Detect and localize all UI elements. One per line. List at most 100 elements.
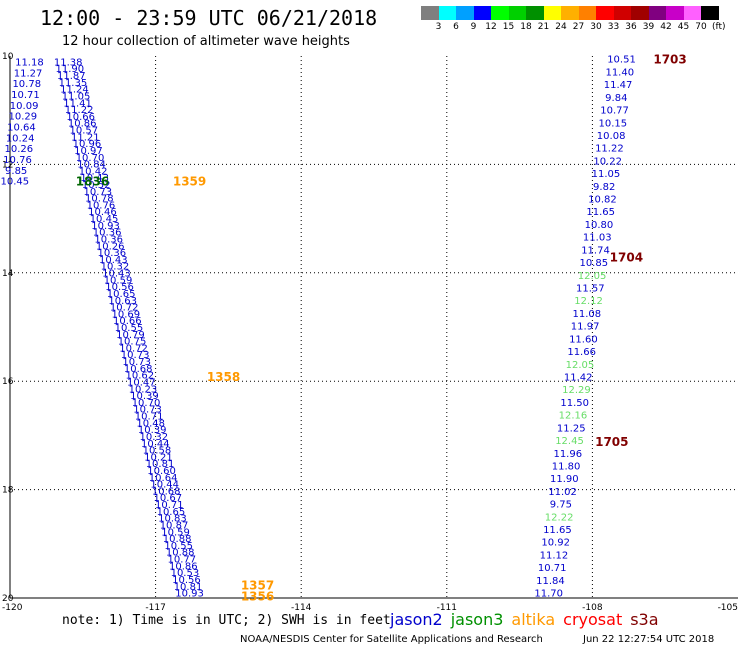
x-tick-label: -120 — [2, 603, 23, 613]
color-scale-label: 3 — [435, 22, 442, 32]
pass-time-label: 1705 — [595, 435, 628, 449]
swh-data-label: 10.81 — [174, 582, 203, 593]
color-scale-unit: (ft) — [712, 22, 726, 32]
pass-time-label: 1703 — [653, 53, 686, 67]
generated-timestamp: Jun 22 12:27:54 UTC 2018 — [583, 634, 715, 645]
swh-data-label: 10.81 — [146, 459, 175, 470]
swh-data-label: 10.72 — [110, 303, 139, 314]
swh-data-label: 11.87 — [57, 71, 86, 82]
color-scale-swatch — [631, 6, 649, 20]
swh-data-label: 10.23 — [129, 384, 158, 395]
swh-data-label: 10.73 — [133, 405, 162, 416]
swh-data-label: 11.60 — [569, 334, 598, 345]
swh-data-label: 11.90 — [550, 474, 579, 485]
color-scale-swatch — [473, 6, 491, 20]
color-scale-label: 27 — [572, 22, 585, 32]
swh-data-label: 11.35 — [59, 78, 88, 89]
color-scale-label: 39 — [642, 22, 655, 32]
swh-data-label: 10.48 — [136, 418, 165, 429]
swh-data-label: 12.05 — [566, 360, 595, 371]
color-scale-label: 9 — [470, 22, 477, 32]
color-scale-swatch — [526, 6, 544, 20]
swh-data-label: 10.36 — [94, 234, 123, 245]
swh-data-label: 10.58 — [143, 446, 172, 457]
swh-data-label: 10.78 — [85, 194, 114, 205]
swh-data-label: 11.40 — [605, 67, 634, 78]
swh-data-label: 11.65 — [543, 525, 572, 536]
swh-data-label: 12.16 — [559, 411, 588, 422]
swh-data-label: 10.43 — [99, 255, 128, 266]
color-scale-label: 12 — [485, 22, 497, 32]
swh-data-label: 11.21 — [71, 132, 100, 143]
swh-data-label: 10.68 — [124, 364, 153, 375]
swh-data-label: 11.05 — [62, 91, 91, 102]
swh-data-label: 10.65 — [157, 507, 186, 518]
swh-data-label: 11.90 — [55, 64, 84, 75]
swh-data-label: 11.80 — [552, 461, 581, 472]
swh-data-label: 10.55 — [115, 323, 144, 334]
swh-data-label: 10.21 — [144, 452, 173, 463]
swh-data-label: 11.08 — [573, 309, 602, 320]
color-scale-swatch — [578, 6, 596, 20]
x-tick-label: -105 — [718, 603, 738, 613]
swh-data-label: 10.71 — [538, 563, 567, 574]
swh-data-label: 10.53 — [171, 568, 200, 579]
swh-data-label: 11.38 — [54, 57, 83, 68]
swh-data-label: 10.64 — [149, 473, 178, 484]
swh-data-label: 11.41 — [63, 98, 92, 109]
legend-item-altika: altika — [511, 610, 556, 629]
pass-time-label: 1704 — [610, 251, 643, 265]
swh-data-label: 10.97 — [74, 146, 103, 157]
swh-data-label: 10.76 — [3, 155, 32, 166]
swh-data-label: 11.97 — [571, 322, 600, 333]
swh-data-label: 10.85 — [579, 258, 608, 269]
color-scale-swatch — [666, 6, 684, 20]
swh-data-label: 10.70 — [132, 398, 161, 409]
y-tick-label: 16 — [2, 377, 14, 387]
swh-data-label: 10.93 — [91, 221, 120, 232]
color-scale-swatch — [438, 6, 456, 20]
color-scale-label: 21 — [537, 22, 550, 32]
swh-data-label: 12.12 — [574, 296, 603, 307]
swh-data-label: 10.36 — [93, 228, 122, 239]
swh-data-label: 11.74 — [581, 245, 610, 256]
color-scale-swatch — [456, 6, 474, 20]
swh-data-label: 10.57 — [69, 126, 98, 137]
color-scale-label: 24 — [555, 22, 567, 32]
swh-data-label: 11.57 — [576, 284, 605, 295]
swh-data-label: 10.52 — [82, 180, 111, 191]
swh-data-label: 11.22 — [595, 144, 624, 155]
x-tick-label: -108 — [582, 603, 603, 613]
swh-data-label: 11.25 — [557, 423, 586, 434]
swh-data-label: 10.24 — [6, 133, 35, 144]
color-scale-label: 70 — [695, 22, 707, 32]
footer-note: note: 1) Time is in UTC; 2) SWH is in fe… — [62, 613, 391, 628]
swh-data-label: 11.65 — [586, 207, 615, 218]
swh-data-label: 10.92 — [541, 538, 570, 549]
chart-title: 12:00 - 23:59 UTC 06/21/2018 — [40, 6, 378, 30]
color-scale-bar — [421, 6, 719, 20]
swh-data-label: 9.75 — [550, 500, 572, 511]
color-scale-swatch — [613, 6, 631, 20]
swh-data-label: 10.76 — [87, 200, 116, 211]
swh-data-label: 10.29 — [8, 112, 37, 123]
color-scale-label: 6 — [453, 22, 459, 32]
swh-data-label: 10.86 — [169, 561, 198, 572]
swh-data-label: 10.67 — [153, 493, 182, 504]
swh-data-label: 9.84 — [605, 93, 627, 104]
swh-data-label: 10.64 — [7, 122, 36, 133]
color-scale-swatch — [648, 6, 666, 20]
swh-data-label: 10.45 — [90, 214, 119, 225]
swh-data-label: 9.85 — [5, 166, 27, 177]
color-scale-swatch — [491, 6, 509, 20]
color-scale-swatch — [596, 6, 614, 20]
color-scale-swatch — [683, 6, 701, 20]
swh-data-label: 10.22 — [593, 156, 622, 167]
swh-data-label: 10.44 — [141, 439, 170, 450]
y-tick-label: 20 — [2, 594, 14, 604]
swh-data-label: 10.71 — [135, 412, 164, 423]
swh-data-label: 10.71 — [155, 500, 184, 511]
y-tick-label: 14 — [2, 269, 14, 279]
swh-data-label: 11.05 — [592, 169, 621, 180]
swh-data-label: 10.83 — [158, 514, 187, 525]
